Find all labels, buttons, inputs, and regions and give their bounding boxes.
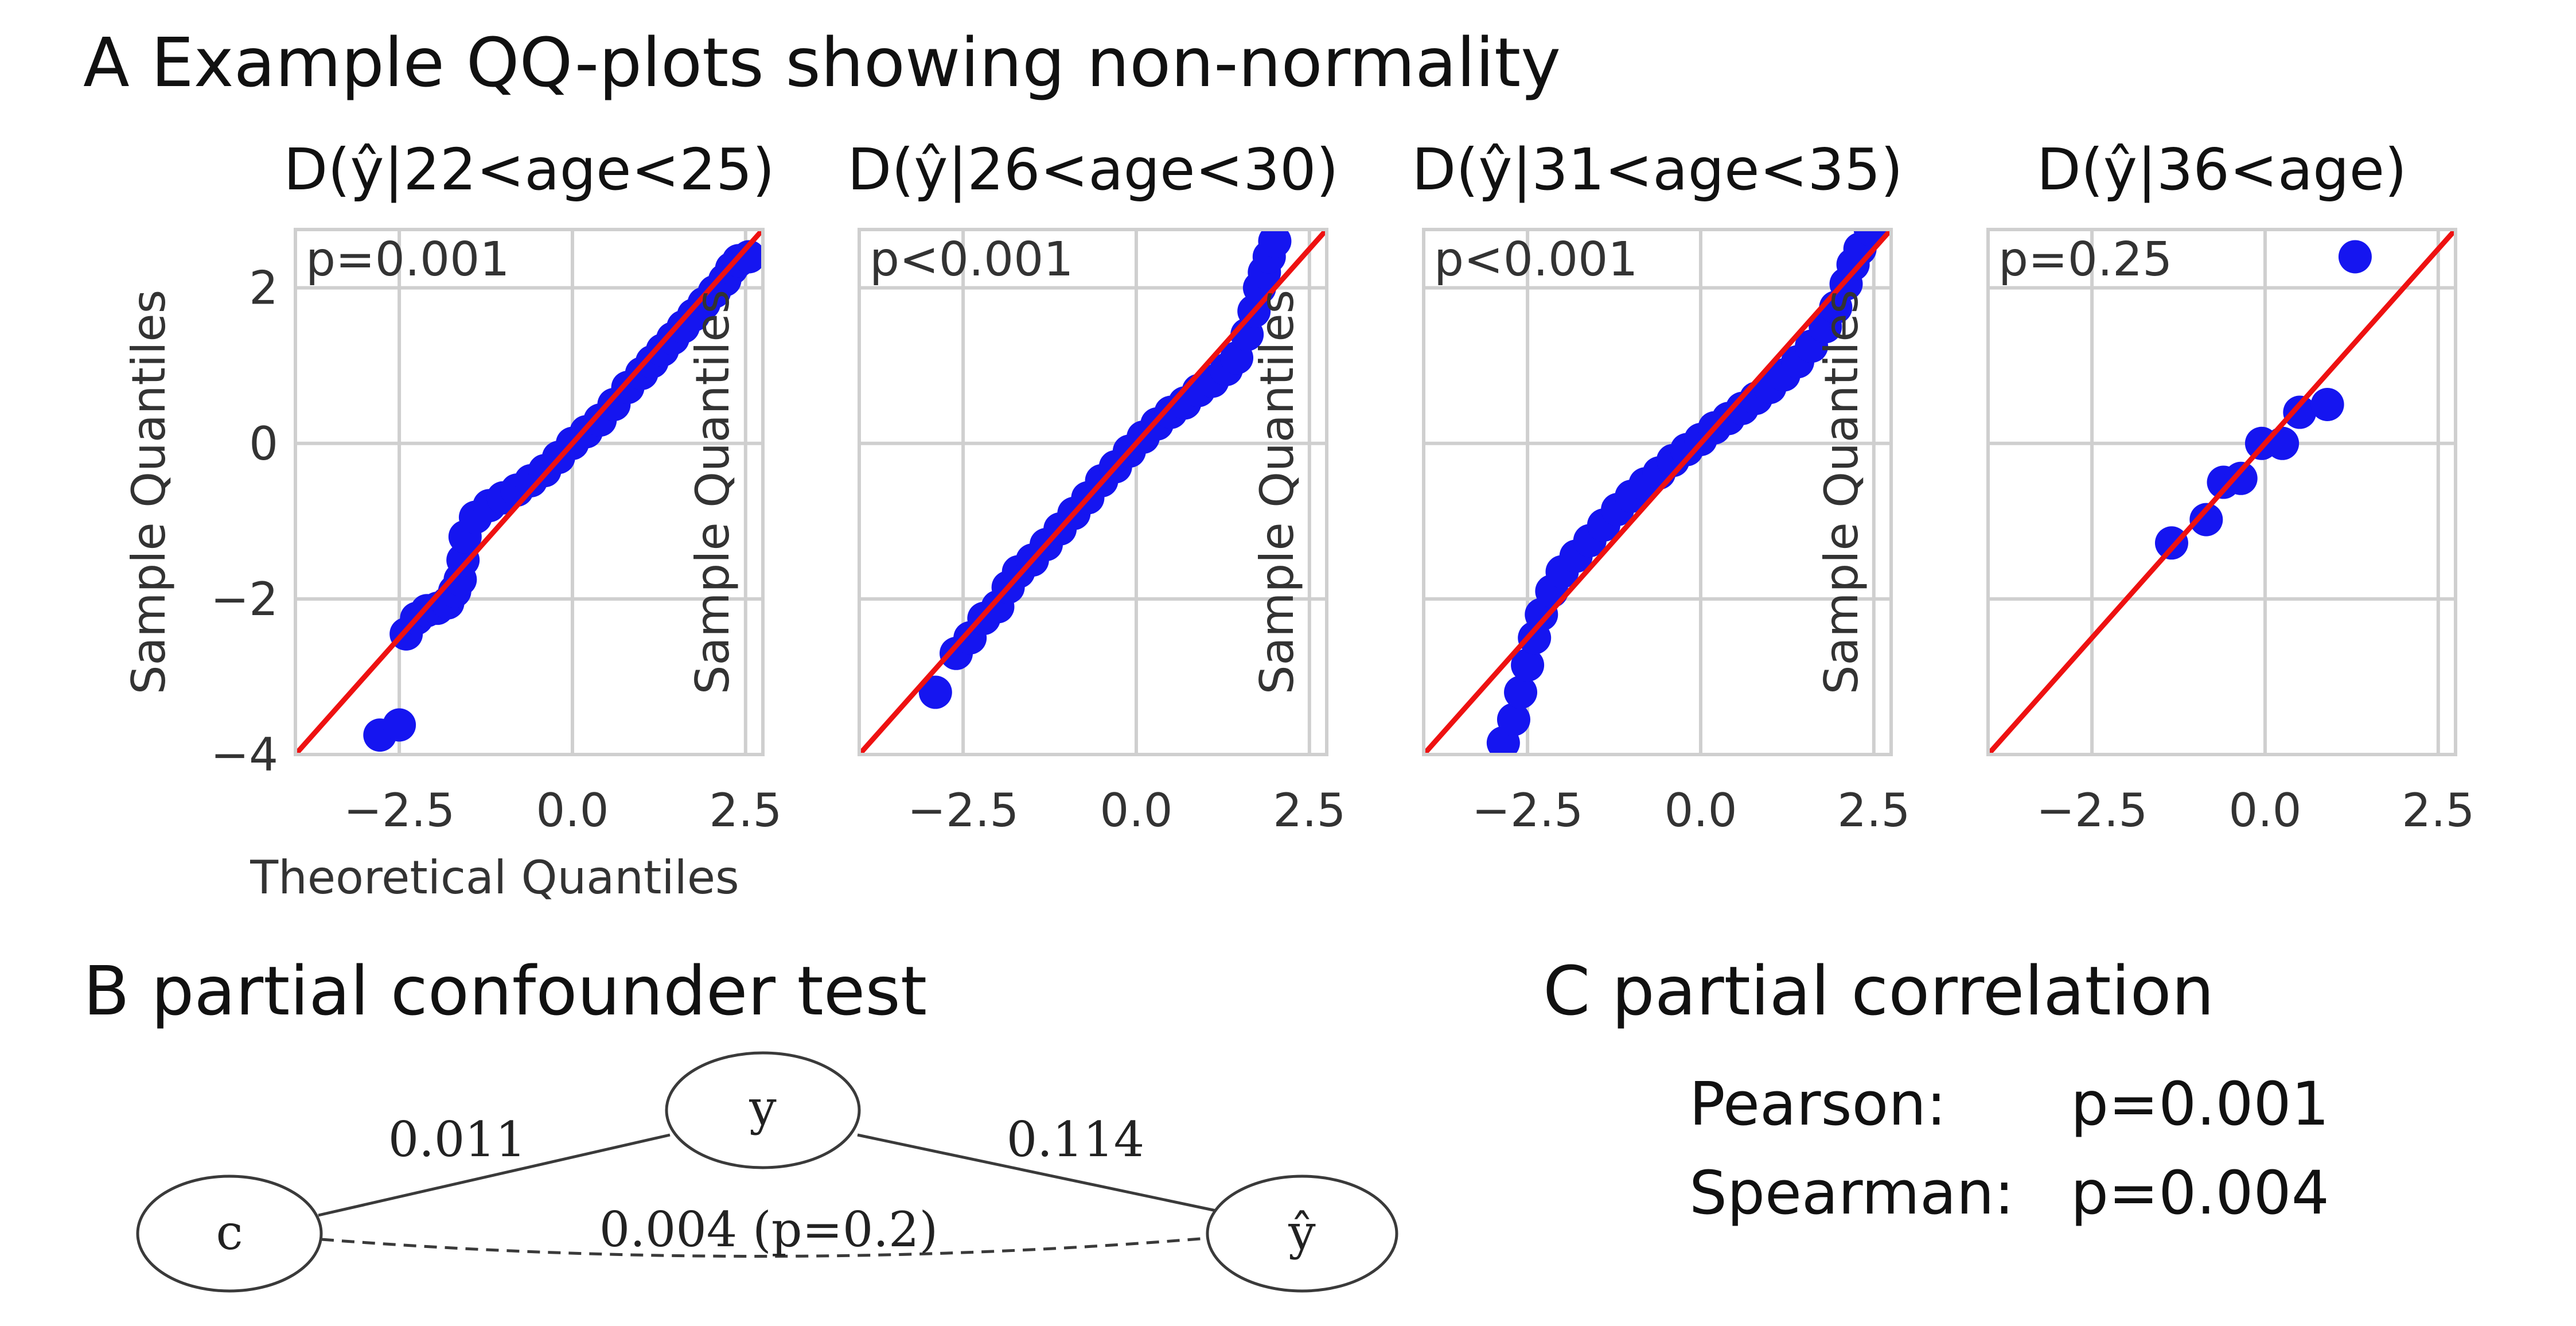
qq-plot-panels: −2.5 0.0 2.5 −4 −2 0 2 Sample Quantiles Theoreti… bbox=[122, 136, 2474, 904]
x-tick-label-3-1: −2.5 bbox=[1472, 784, 1583, 837]
qq-panel-4: −2.5 0.0 2.5 Sample Quantiles D(ŷ|36<age) p=0… bbox=[1815, 136, 2474, 837]
x-tick-label-4-3: 2.5 bbox=[2402, 784, 2474, 837]
x-tick-label-4-2: 0.0 bbox=[2228, 784, 2301, 837]
y-axis-label-2: Sample Quantiles bbox=[686, 290, 739, 695]
qq-frame-4 bbox=[1986, 228, 2457, 756]
node-yhat bbox=[1206, 1175, 1398, 1293]
qq-point bbox=[2189, 503, 2223, 536]
edge-c-yhat-label: 0.004 (p=0.2) bbox=[599, 1201, 938, 1258]
section-b-title: B partial confounder test bbox=[83, 951, 927, 1031]
edge-c-yhat bbox=[321, 1236, 1208, 1258]
qq-point bbox=[2338, 240, 2372, 274]
y-tick-label-1-2: −2 bbox=[211, 573, 278, 626]
section-a-title: A Example QQ-plots showing non-normality bbox=[83, 23, 1561, 102]
x-tick-label-2-1: −2.5 bbox=[907, 784, 1019, 837]
y-tick-label-1-4: 2 bbox=[249, 262, 278, 315]
qq-panel-title-4: D(ŷ|36<age) bbox=[2037, 136, 2407, 203]
x-tick-label-1-1: −2.5 bbox=[344, 784, 455, 837]
confounder-graph: c y ŷ 0.011 0.114 0.004 (p=0.2) bbox=[136, 1051, 1398, 1293]
qq-point bbox=[1511, 648, 1545, 682]
qq-panel-title-3: D(ŷ|31<age<35) bbox=[1412, 136, 1903, 203]
x-tick-label-3-3: 2.5 bbox=[1837, 784, 1910, 837]
x-tick-label-1-2: 0.0 bbox=[536, 784, 609, 837]
x-tick-label-4-1: −2.5 bbox=[2036, 784, 2148, 837]
qq-point bbox=[2310, 388, 2344, 421]
spearman-label: Spearman: bbox=[1689, 1158, 2014, 1228]
qq-reference-line-3 bbox=[1424, 230, 1891, 755]
node-c bbox=[136, 1175, 323, 1293]
qq-point bbox=[383, 708, 416, 742]
qq-reference-line-1 bbox=[295, 230, 763, 755]
x-tick-label-3-2: 0.0 bbox=[1664, 784, 1737, 837]
qq-panel-title-1: D(ŷ|22<age<25) bbox=[283, 136, 774, 203]
qq-reference-line-4 bbox=[1988, 230, 2456, 755]
pearson-label: Pearson: bbox=[1689, 1069, 1946, 1139]
x-axis-label-1: Theoretical Quantiles bbox=[250, 851, 739, 904]
y-axis-label-1: Sample Quantiles bbox=[122, 290, 176, 695]
qq-point bbox=[2224, 461, 2258, 495]
qq-point bbox=[2154, 526, 2188, 560]
qq-frame-3 bbox=[1422, 228, 1893, 756]
p-value-annotation-4: p=0.25 bbox=[1998, 232, 2172, 287]
node-y-label: y bbox=[749, 1080, 777, 1136]
section-c-title: C partial correlation bbox=[1543, 951, 2214, 1031]
x-tick-label-2-3: 2.5 bbox=[1273, 784, 1346, 837]
qq-point bbox=[2266, 426, 2300, 460]
qq-point bbox=[2283, 395, 2317, 429]
node-yhat-label: ŷ bbox=[1288, 1204, 1316, 1261]
qq-point bbox=[1258, 230, 1292, 258]
qq-panel-2: −2.5 0.0 2.5 Sample Quantiles D(ŷ|26<age<30)… bbox=[686, 136, 1346, 837]
pearson-value: p=0.001 bbox=[2071, 1069, 2329, 1139]
qq-panel-3: −2.5 0.0 2.5 Sample Quantiles D(ŷ|31<age<35)… bbox=[1250, 136, 1910, 837]
edge-y-yhat bbox=[857, 1133, 1217, 1212]
qq-point bbox=[918, 675, 952, 709]
y-axis-label-4: Sample Quantiles bbox=[1815, 290, 1868, 695]
qq-point bbox=[1497, 703, 1530, 736]
edge-c-y-label: 0.011 bbox=[388, 1111, 526, 1168]
y-tick-label-1-3: 0 bbox=[249, 417, 278, 470]
qq-panel-title-2: D(ŷ|26<age<30) bbox=[847, 136, 1338, 203]
x-tick-label-2-2: 0.0 bbox=[1100, 784, 1172, 837]
p-value-annotation-3: p<0.001 bbox=[1434, 232, 1638, 287]
edge-y-yhat-label: 0.114 bbox=[1007, 1111, 1144, 1168]
qq-point bbox=[732, 240, 763, 274]
p-value-annotation-1: p=0.001 bbox=[306, 232, 510, 287]
p-value-annotation-2: p<0.001 bbox=[870, 232, 1074, 287]
qq-point bbox=[1504, 675, 1538, 709]
qq-points-2 bbox=[918, 230, 1292, 709]
x-tick-label-1-3: 2.5 bbox=[709, 784, 782, 837]
node-c-label: c bbox=[216, 1204, 243, 1261]
qq-frame-2 bbox=[858, 228, 1328, 756]
y-axis-label-3: Sample Quantiles bbox=[1250, 290, 1304, 695]
node-y bbox=[665, 1051, 861, 1169]
qq-panel-1: −2.5 0.0 2.5 −4 −2 0 2 Sample Quantiles Theoreti… bbox=[122, 136, 782, 904]
qq-frame-1 bbox=[294, 228, 765, 756]
qq-reference-line-2 bbox=[859, 230, 1327, 755]
edge-c-y bbox=[318, 1133, 671, 1217]
y-tick-label-1-1: −4 bbox=[211, 728, 278, 781]
spearman-value: p=0.004 bbox=[2071, 1158, 2329, 1228]
